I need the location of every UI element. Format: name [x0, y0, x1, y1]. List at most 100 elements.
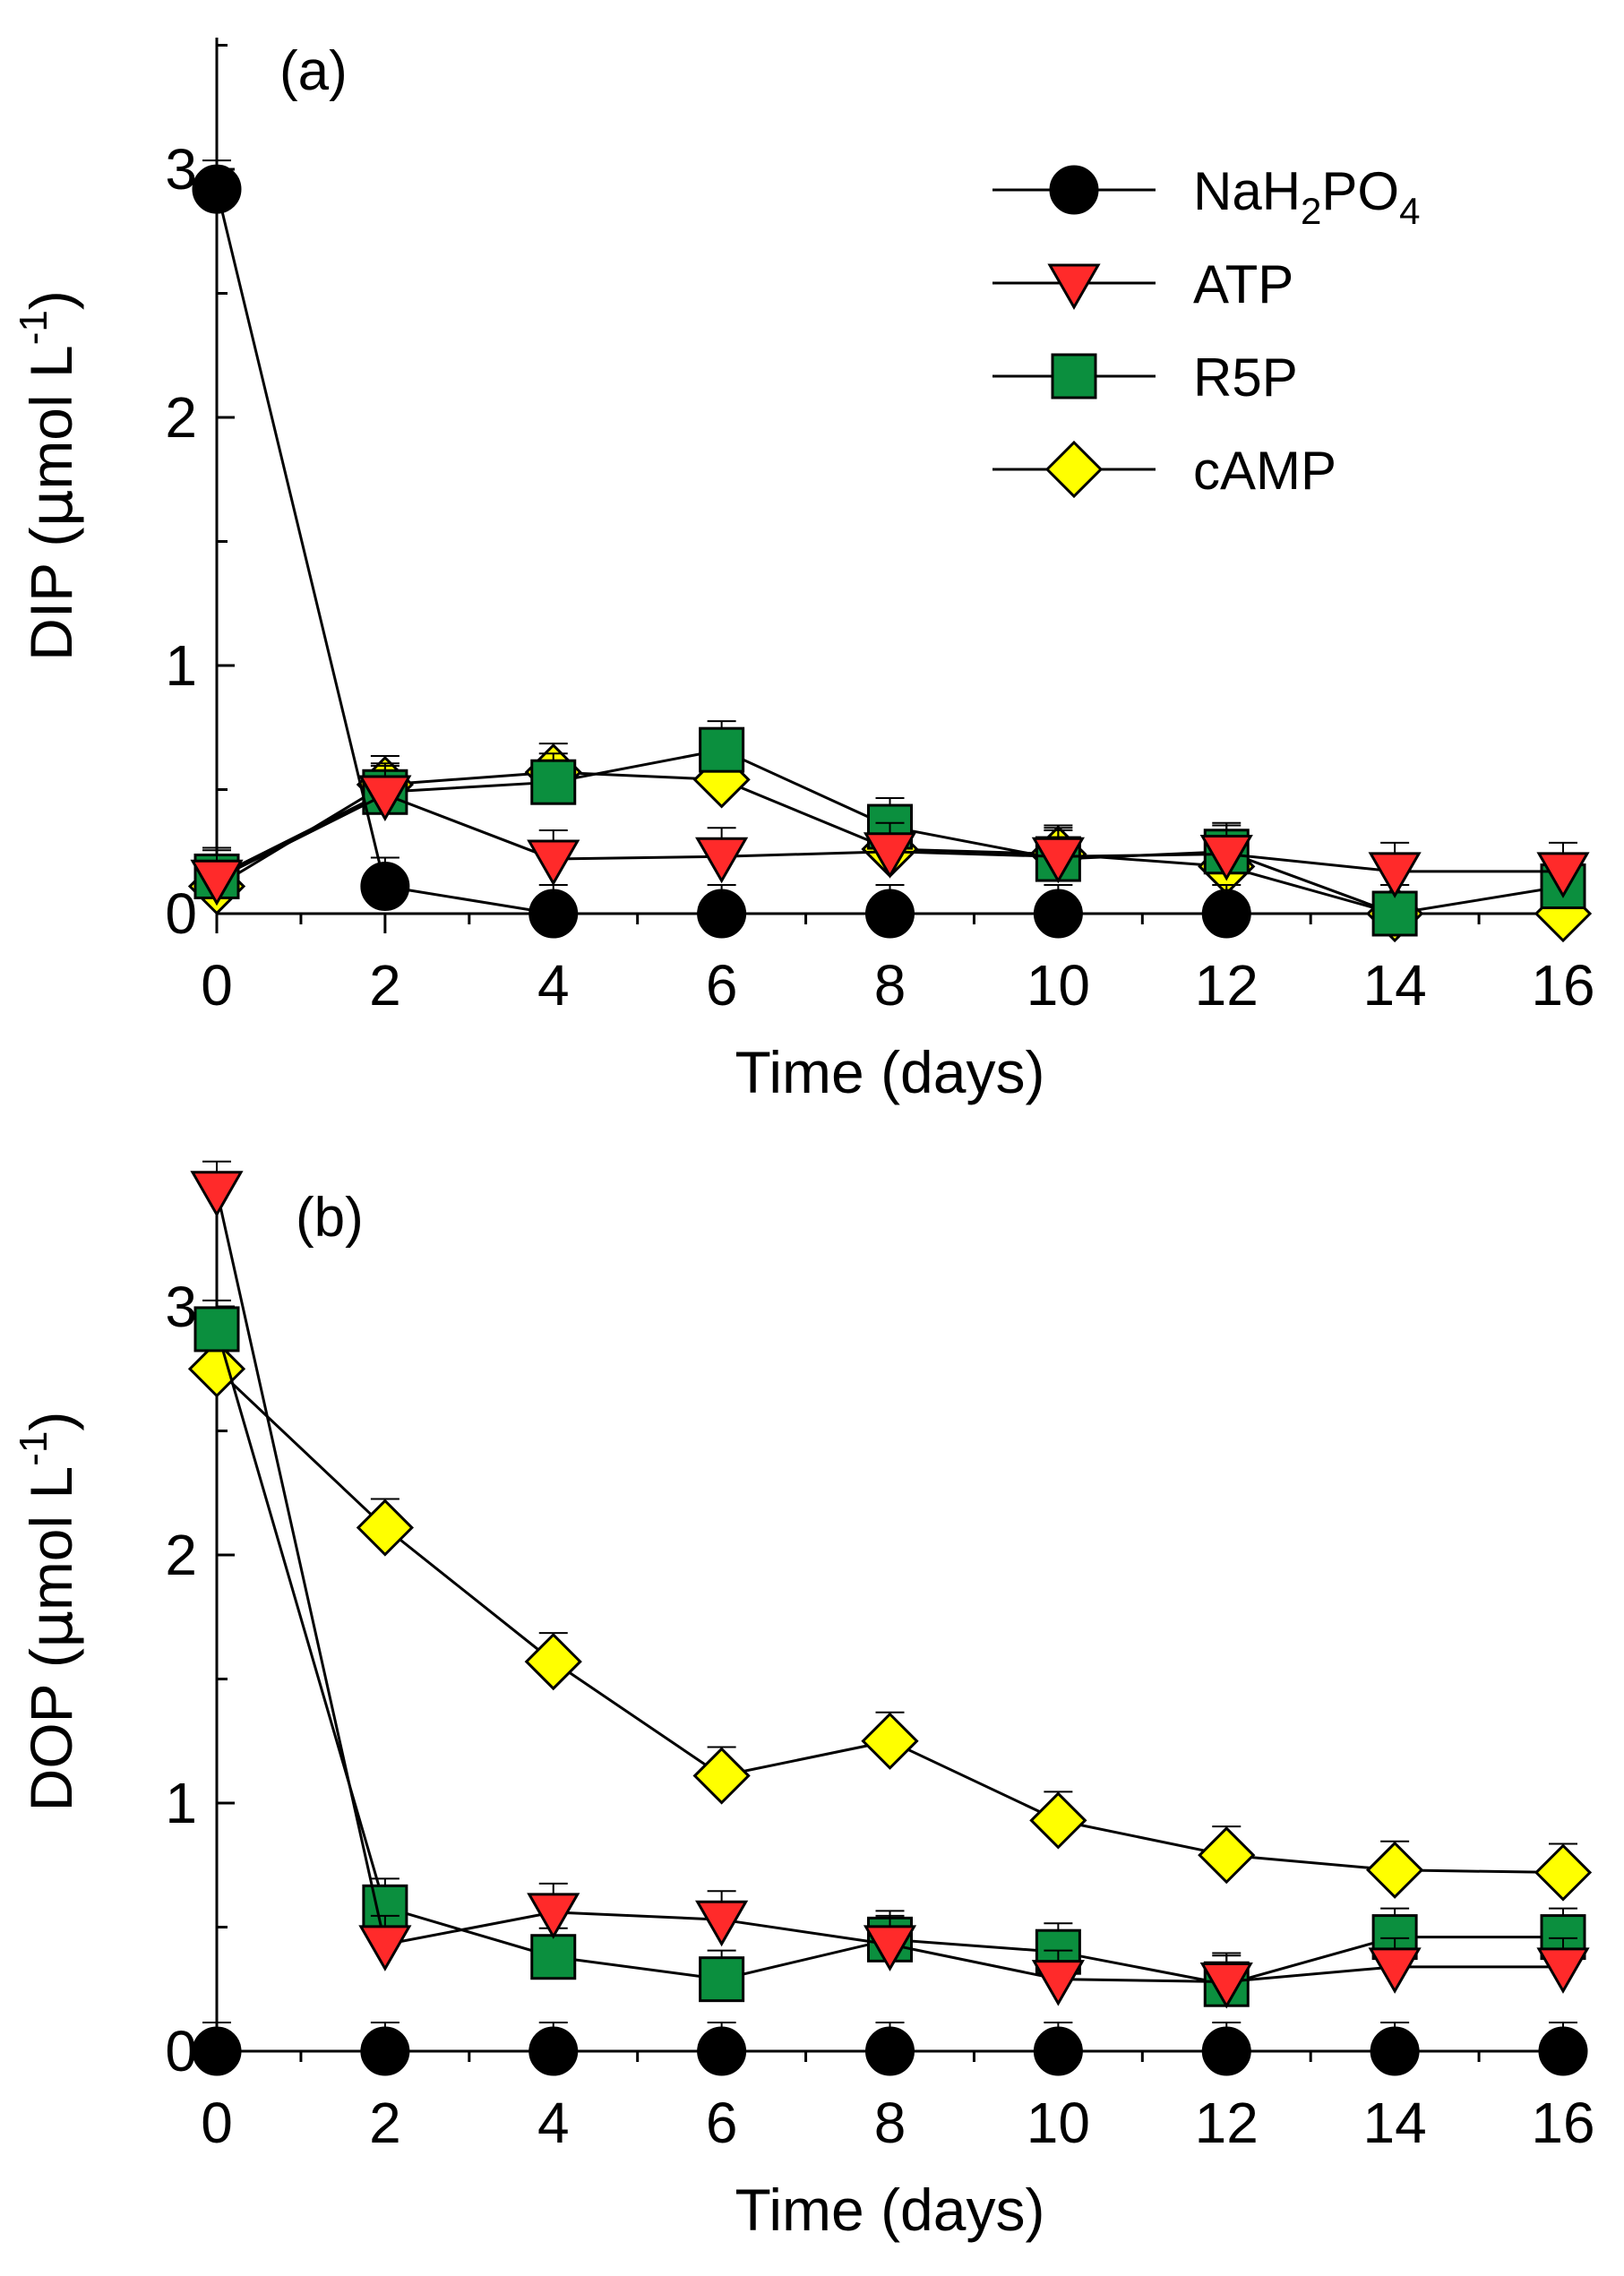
x-axis-title: Time (days): [735, 1039, 1045, 1105]
series-atp: [190, 765, 1590, 906]
data-point-nah2po4: [1201, 2026, 1251, 2076]
legend-marker: [1049, 165, 1099, 215]
legend-text: PO: [1321, 161, 1399, 221]
x-tick-label: 0: [201, 953, 233, 1018]
y-tick-label: 1: [165, 633, 197, 698]
y-axis-title: DOP (μmol L-1): [12, 1412, 86, 1812]
data-point-camp: [1198, 1826, 1256, 1885]
data-point-nah2po4: [1033, 889, 1083, 939]
data-point-nah2po4: [192, 2026, 242, 2076]
data-point-r5p: [699, 1956, 745, 2003]
data-point-camp: [861, 1712, 919, 1770]
y-tick-label: 3: [165, 1275, 197, 1339]
legend-subscript: 4: [1399, 190, 1420, 232]
x-tick-label: 8: [874, 953, 907, 1018]
data-point-r5p: [1371, 890, 1418, 937]
data-point-atp: [358, 1925, 412, 1971]
legend-text: R5P: [1193, 348, 1298, 408]
y-axis-title-unit: mol L: [18, 1466, 84, 1610]
x-axis-title: Time (days): [735, 2177, 1045, 2243]
legend-label: R5P: [1193, 348, 1298, 408]
panel-label: (b): [296, 1187, 364, 1249]
y-axis-title: DIP (μmol L-1): [12, 290, 86, 661]
data-point-r5p: [530, 1934, 577, 1980]
y-axis-title-superscript: -1: [12, 1431, 56, 1466]
data-point-camp: [1366, 1841, 1424, 1899]
series-nah2po4: [192, 2022, 1588, 2076]
legend-text: NaH: [1193, 161, 1301, 221]
data-point-atp: [1368, 852, 1422, 898]
data-point-nah2po4: [865, 889, 915, 939]
x-tick-label: 4: [537, 953, 570, 1018]
data-point-camp: [187, 1340, 246, 1398]
data-point-nah2po4: [1538, 2026, 1588, 2076]
data-point-atp: [1536, 852, 1590, 898]
data-point-nah2po4: [192, 164, 242, 214]
legend-entry: ATP: [992, 254, 1293, 314]
data-point-nah2po4: [528, 889, 579, 939]
data-point-atp: [1199, 835, 1253, 881]
data-point-atp: [1031, 1960, 1085, 2006]
data-point-camp: [692, 1747, 751, 1805]
legend-text: ATP: [1193, 254, 1293, 314]
y-tick-label: 2: [165, 1523, 197, 1587]
legend-subscript: 2: [1301, 190, 1321, 232]
data-point-nah2po4: [1370, 2026, 1420, 2076]
data-point-atp: [527, 839, 580, 887]
data-point-nah2po4: [1201, 889, 1251, 939]
series-atp: [190, 1160, 1590, 2009]
data-point-atp: [1031, 837, 1085, 884]
data-point-atp: [1199, 1962, 1253, 2009]
data-point-atp: [190, 1171, 244, 1217]
series-nah2po4: [192, 159, 1251, 939]
data-point-camp: [356, 1499, 414, 1557]
y-tick-label: 2: [165, 385, 197, 450]
data-point-camp: [1029, 1791, 1087, 1850]
y-axis-title-text: DIP (: [18, 528, 84, 661]
panel-label: (a): [279, 40, 348, 102]
legend: NaH2PO4 ATP R5P cAMP: [992, 161, 1420, 501]
x-tick-label: 14: [1363, 953, 1427, 1018]
data-point-atp: [190, 859, 244, 906]
y-axis-title-text: DOP (: [18, 1648, 84, 1811]
x-tick-label: 10: [1027, 953, 1090, 1018]
data-point-atp: [695, 1900, 749, 1947]
data-point-nah2po4: [697, 2026, 747, 2076]
x-tick-label: 12: [1195, 953, 1259, 1018]
series-line-camp: [215, 1368, 1564, 1875]
data-point-r5p: [699, 726, 745, 773]
x-tick-label: 2: [369, 953, 401, 1018]
data-point-nah2po4: [865, 2026, 915, 2076]
series-line-atp: [215, 1190, 1563, 1983]
y-tick-label: 3: [165, 137, 197, 202]
x-tick-label: 2: [369, 2091, 401, 2155]
data-point-atp: [1368, 1947, 1422, 1994]
y-axis-title-mu: μ: [17, 490, 86, 528]
x-tick-label: 6: [706, 2091, 738, 2155]
data-point-nah2po4: [360, 2026, 410, 2076]
series-camp: [187, 1339, 1593, 1902]
x-tick-label: 10: [1027, 2091, 1090, 2155]
legend-label: cAMP: [1193, 441, 1336, 501]
data-point-nah2po4: [528, 2026, 579, 2076]
y-axis-title-superscript: -1: [12, 310, 56, 345]
series-r5p: [193, 1299, 1586, 2007]
x-tick-label: 0: [201, 2091, 233, 2155]
y-tick-label: 1: [165, 1771, 197, 1835]
legend-label: ATP: [1193, 254, 1293, 314]
x-tick-label: 16: [1531, 953, 1594, 1018]
legend-entry: cAMP: [992, 440, 1336, 501]
data-point-atp: [358, 775, 412, 822]
data-point-nah2po4: [360, 862, 410, 912]
legend-label: NaH2PO4: [1193, 161, 1420, 232]
legend-entry: R5P: [992, 348, 1298, 408]
series-line-r5p: [215, 1328, 1563, 1986]
x-tick-label: 8: [874, 2091, 907, 2155]
data-point-atp: [695, 837, 749, 884]
y-tick-label: 0: [165, 881, 197, 946]
data-point-nah2po4: [697, 889, 747, 939]
x-tick-label: 6: [706, 953, 738, 1018]
